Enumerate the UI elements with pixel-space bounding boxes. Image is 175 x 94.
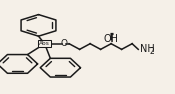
Text: OH: OH (104, 34, 119, 44)
Text: NH: NH (140, 44, 155, 54)
Text: 2: 2 (149, 47, 154, 56)
Text: Abs: Abs (39, 41, 50, 46)
Text: O: O (60, 39, 67, 48)
